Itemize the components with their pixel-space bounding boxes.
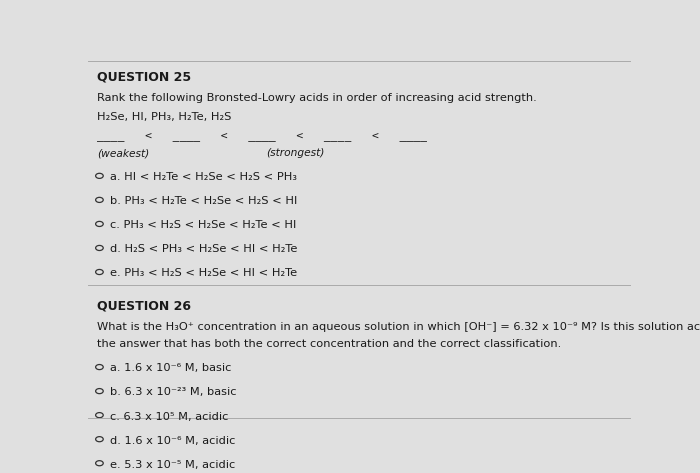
Text: a. 1.6 x 10⁻⁶ M, basic: a. 1.6 x 10⁻⁶ M, basic (111, 363, 232, 373)
Text: H₂Se, HI, PH₃, H₂Te, H₂S: H₂Se, HI, PH₃, H₂Te, H₂S (97, 112, 232, 122)
Text: (strongest): (strongest) (267, 148, 325, 158)
Text: QUESTION 25: QUESTION 25 (97, 70, 191, 83)
Text: the answer that has both the correct concentration and the correct classificatio: the answer that has both the correct con… (97, 340, 561, 350)
Text: (weakest): (weakest) (97, 148, 150, 158)
Text: a. HI < H₂Te < H₂Se < H₂S < PH₃: a. HI < H₂Te < H₂Se < H₂S < PH₃ (111, 172, 298, 182)
Text: d. 1.6 x 10⁻⁶ M, acidic: d. 1.6 x 10⁻⁶ M, acidic (111, 436, 236, 446)
Text: d. H₂S < PH₃ < H₂Se < HI < H₂Te: d. H₂S < PH₃ < H₂Se < HI < H₂Te (111, 245, 298, 254)
Text: b. PH₃ < H₂Te < H₂Se < H₂S < HI: b. PH₃ < H₂Te < H₂Se < H₂S < HI (111, 196, 298, 206)
Text: b. 6.3 x 10⁻²³ M, basic: b. 6.3 x 10⁻²³ M, basic (111, 387, 237, 397)
Text: c. 6.3 x 10⁵ M, acidic: c. 6.3 x 10⁵ M, acidic (111, 412, 229, 421)
Text: c. PH₃ < H₂S < H₂Se < H₂Te < HI: c. PH₃ < H₂S < H₂Se < H₂Te < HI (111, 220, 297, 230)
Text: What is the H₃O⁺ concentration in an aqueous solution in which [OH⁻] = 6.32 x 10: What is the H₃O⁺ concentration in an aqu… (97, 322, 700, 332)
Text: QUESTION 26: QUESTION 26 (97, 299, 191, 312)
Text: e. 5.3 x 10⁻⁵ M, acidic: e. 5.3 x 10⁻⁵ M, acidic (111, 460, 235, 470)
Text: Rank the following Bronsted-Lowry acids in order of increasing acid strength.: Rank the following Bronsted-Lowry acids … (97, 93, 537, 103)
Text: e. PH₃ < H₂S < H₂Se < HI < H₂Te: e. PH₃ < H₂S < H₂Se < HI < H₂Te (111, 268, 298, 279)
Text: ____   <   ____   <   ____   <   ____   <   ____: ____ < ____ < ____ < ____ < ____ (97, 132, 427, 142)
